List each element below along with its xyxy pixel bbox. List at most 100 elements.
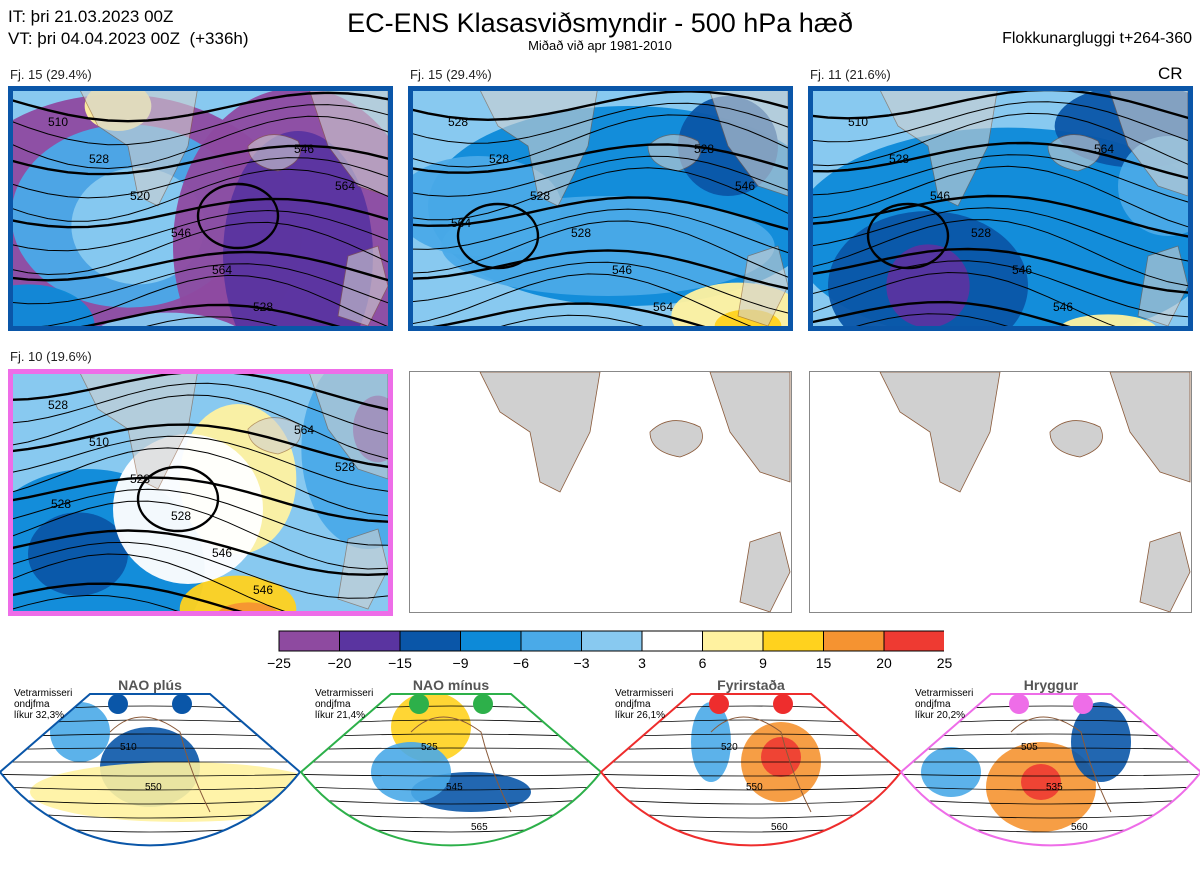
cluster-label: Fj. 15 (29.4%) — [10, 67, 92, 82]
colorbar-tick-label: −9 — [452, 655, 469, 671]
contour-label: 528 — [530, 189, 550, 203]
iceland-land — [649, 420, 703, 458]
cluster-map-panel: 510 528 520 546 564 528 546 564 — [8, 86, 393, 331]
contour-label: 546 — [930, 189, 950, 203]
contour-label: 546 — [1053, 300, 1073, 314]
contour-label: 528 — [335, 460, 355, 474]
colorbar-segment — [883, 630, 944, 652]
colorbar-segment — [702, 630, 764, 652]
regime-border — [599, 693, 903, 847]
regime-contour — [301, 785, 601, 791]
height-contour — [408, 302, 724, 331]
empty-map-panel — [409, 371, 792, 613]
height-contour — [8, 382, 393, 436]
height-contour — [808, 271, 1130, 331]
regime-coastline — [410, 716, 512, 813]
greenland-land — [77, 86, 199, 207]
contour-label: 546 — [171, 226, 191, 240]
height-contour — [408, 114, 793, 168]
map-svg — [410, 372, 791, 612]
contour-label: 546 — [612, 263, 632, 277]
height-contour — [408, 167, 793, 221]
height-contour — [808, 88, 1193, 121]
colorbar-tick-label: −20 — [327, 655, 352, 671]
regime-marker-dot — [473, 694, 493, 714]
regime-anomaly — [30, 762, 300, 822]
map-svg — [810, 372, 1191, 612]
height-contour — [8, 157, 393, 199]
height-contour — [808, 247, 1193, 294]
height-contour — [8, 263, 393, 305]
contour-label: 564 — [212, 263, 232, 277]
cluster-label: Fj. 15 (29.4%) — [410, 67, 492, 82]
height-contour — [8, 209, 393, 252]
height-contour — [8, 394, 393, 461]
regime-title: Fyrirstaða — [717, 677, 785, 693]
regime-marker-dot — [172, 694, 192, 714]
height-contour — [8, 91, 393, 123]
height-contour — [8, 221, 393, 276]
colorbar-segment — [823, 630, 885, 652]
height-contour — [408, 90, 793, 122]
contour-label: 528 — [253, 300, 273, 314]
regime-maps: 510 550 525 545 565 520 550 560 505 535 560 — [0, 693, 1200, 847]
regime-border — [299, 693, 603, 847]
contour-label: 528 — [971, 226, 991, 240]
colorbar-segment — [339, 630, 401, 652]
colorbar-tick-label: −6 — [513, 655, 529, 671]
regime-coastline — [109, 716, 211, 813]
contour-label: 510 — [848, 115, 868, 129]
colorbar-tick-label: 25 — [936, 655, 953, 671]
low-contour — [866, 202, 950, 270]
colorbar-segment — [581, 630, 643, 652]
height-contour — [408, 102, 793, 144]
regime-marker-dot — [108, 694, 128, 714]
regime-marker-dot — [409, 694, 429, 714]
height-contour — [408, 273, 766, 331]
scandinavia-land — [709, 372, 791, 483]
regime-anomaly — [371, 742, 451, 802]
contour-label: 528 — [130, 472, 150, 486]
contour-label: 564 — [1094, 142, 1114, 156]
british-isles-land — [337, 245, 389, 327]
iceland-land — [247, 417, 301, 455]
colorbar-tick-label: −3 — [573, 655, 590, 671]
contour-label: 564 — [335, 179, 355, 193]
british-isles-land — [739, 531, 791, 612]
anomaly-area — [8, 284, 95, 331]
contour-label: 510 — [48, 115, 68, 129]
cluster-border — [8, 86, 393, 331]
regime-anomaly — [1071, 702, 1131, 782]
contour-label: 528 — [571, 226, 591, 240]
regime-coastline — [1010, 716, 1112, 813]
regime-contour — [301, 773, 601, 777]
colorbar-segment — [460, 630, 522, 652]
regime-contour-label: 545 — [446, 782, 463, 793]
height-contour — [808, 101, 1193, 143]
contour-label: 528 — [489, 152, 509, 166]
height-contour — [8, 115, 393, 170]
map-svg: 528 528 528 528 546 564 528 546 564 — [408, 86, 793, 331]
british-isles-land — [1139, 531, 1191, 612]
contour-label: 564 — [653, 300, 673, 314]
page-subtitle: Miðað við apr 1981-2010 — [528, 38, 672, 53]
low-contour — [136, 465, 220, 533]
height-contour — [808, 141, 1193, 181]
height-contour — [8, 104, 393, 146]
contour-label: 546 — [212, 546, 232, 560]
colorbar-tick-label: −25 — [267, 655, 291, 671]
colorbar-segment — [278, 630, 340, 652]
contour-label: 546 — [294, 142, 314, 156]
regime-contour-label: 520 — [721, 742, 738, 753]
height-contour — [408, 220, 793, 280]
regime-anomaly — [1021, 764, 1061, 800]
colorbar-tick-label: 6 — [698, 655, 707, 671]
colorbar-tick-label: 3 — [638, 655, 646, 671]
contour-label: 510 — [89, 435, 109, 449]
height-contour — [8, 529, 393, 577]
cluster-border — [408, 86, 793, 331]
regime-contour — [0, 773, 300, 777]
page-title: EC-ENS Klasasviðsmyndir - 500 hPa hæð — [347, 8, 853, 38]
height-contour — [8, 423, 393, 469]
height-contour — [408, 249, 793, 291]
